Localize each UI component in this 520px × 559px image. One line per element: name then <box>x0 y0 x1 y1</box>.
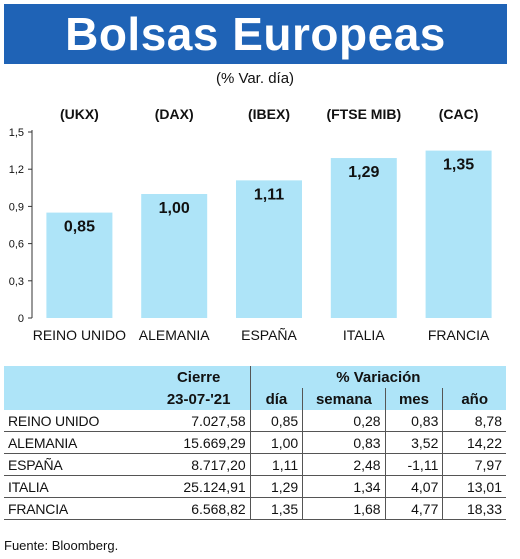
cell-cierre: 7.027,58 <box>147 410 251 432</box>
cell-semana: 1,68 <box>302 497 386 520</box>
cell-ano: 14,22 <box>442 431 506 454</box>
index-code-label: (DAX) <box>155 106 194 122</box>
cell-dia: 1,35 <box>249 497 303 520</box>
cell-semana: 1,34 <box>302 475 386 498</box>
y-tick-label: 1,5 <box>9 127 24 139</box>
header-ano: año <box>442 388 506 410</box>
y-tick-label: 0 <box>18 313 24 325</box>
index-code-label: (CAC) <box>439 106 479 122</box>
cell-name: ALEMANIA <box>4 431 148 454</box>
category-label: REINO UNIDO <box>33 327 126 343</box>
cell-name: ITALIA <box>4 475 148 498</box>
cell-mes: 0,83 <box>384 410 443 432</box>
cell-dia: 1,11 <box>249 453 303 476</box>
bar <box>46 212 113 318</box>
cell-semana: 2,48 <box>302 453 386 476</box>
cell-name: ESPAÑA <box>4 453 148 476</box>
cell-mes: 3,52 <box>384 431 443 454</box>
bar-value-label: 1,29 <box>348 164 379 181</box>
table-row: ITALIA 25.124,91 1,29 1,34 4,07 13,01 <box>4 475 506 498</box>
chart-subtitle: (% Var. día) <box>215 70 295 87</box>
table-row: ALEMANIA 15.669,29 1,00 0,83 3,52 14,22 <box>4 431 506 454</box>
index-code-label: (UKX) <box>60 106 99 122</box>
header-semana: semana <box>302 388 386 410</box>
bar-value-label: 0,85 <box>64 219 95 236</box>
table-body: REINO UNIDO 7.027,58 0,85 0,28 0,83 8,78 ALEMA… <box>4 410 506 520</box>
table-row: ESPAÑA 8.717,20 1,11 2,48 -1,11 7,97 <box>4 453 506 476</box>
cell-ano: 13,01 <box>442 475 506 498</box>
cell-dia: 1,00 <box>249 431 303 454</box>
data-table: Cierre % Variación 23-07-'21 día semana … <box>4 366 506 520</box>
bar <box>141 194 208 318</box>
bar <box>330 158 397 318</box>
cell-ano: 18,33 <box>442 497 506 520</box>
bar <box>236 180 302 318</box>
header-variacion: % Variación <box>249 366 506 388</box>
header-date: 23-07-'21 <box>147 388 251 410</box>
bar-value-label: 1,00 <box>159 200 190 217</box>
bar <box>425 150 492 318</box>
bar-chart: 0 0,3 0,6 0,9 1,2 1,5 0,85 (UKX) REINO UNIDO 1,00… <box>9 106 492 343</box>
y-tick-label: 1,2 <box>9 164 24 176</box>
table-row: REINO UNIDO 7.027,58 0,85 0,28 0,83 8,78 <box>4 410 506 432</box>
cell-name: REINO UNIDO <box>4 410 148 432</box>
category-label: FRANCIA <box>428 327 490 343</box>
cell-dia: 1,29 <box>249 475 303 498</box>
cell-cierre: 8.717,20 <box>147 453 251 476</box>
cell-cierre: 25.124,91 <box>147 475 251 498</box>
category-label: ESPAÑA <box>241 327 297 343</box>
cell-semana: 0,28 <box>302 410 386 432</box>
data-table-container: Cierre % Variación 23-07-'21 día semana … <box>4 366 506 520</box>
cell-ano: 7,97 <box>442 453 506 476</box>
cell-dia: 0,85 <box>249 410 303 432</box>
index-code-label: (IBEX) <box>248 106 290 122</box>
chart-title: Bolsas Europeas <box>4 4 507 64</box>
category-label: ITALIA <box>343 327 385 343</box>
header-mes: mes <box>384 388 443 410</box>
header-cierre: Cierre <box>147 366 251 388</box>
category-label: ALEMANIA <box>139 327 210 343</box>
y-tick-label: 0,3 <box>9 276 24 288</box>
y-tick-label: 0,9 <box>9 201 24 213</box>
cell-mes: 4,77 <box>384 497 443 520</box>
cell-name: FRANCIA <box>4 497 148 520</box>
cell-ano: 8,78 <box>442 410 506 432</box>
table-row: FRANCIA 6.568,82 1,35 1,68 4,77 18,33 <box>4 497 506 520</box>
cell-cierre: 15.669,29 <box>147 431 251 454</box>
y-tick-label: 0,6 <box>9 239 24 251</box>
header-blank <box>4 366 148 388</box>
header-blank-2 <box>4 388 148 410</box>
cell-cierre: 6.568,82 <box>147 497 251 520</box>
cell-mes: -1,11 <box>384 453 443 476</box>
bar-value-label: 1,35 <box>443 157 474 174</box>
index-code-label: (FTSE MIB) <box>326 106 401 122</box>
cell-semana: 0,83 <box>302 431 386 454</box>
source-note: Fuente: Bloomberg. <box>4 538 119 553</box>
table-header-row-2: 23-07-'21 día semana mes año <box>4 388 506 410</box>
bar-value-label: 1,11 <box>254 186 284 203</box>
header-dia: día <box>249 388 303 410</box>
table-header-row-1: Cierre % Variación <box>4 366 506 388</box>
cell-mes: 4,07 <box>384 475 443 498</box>
